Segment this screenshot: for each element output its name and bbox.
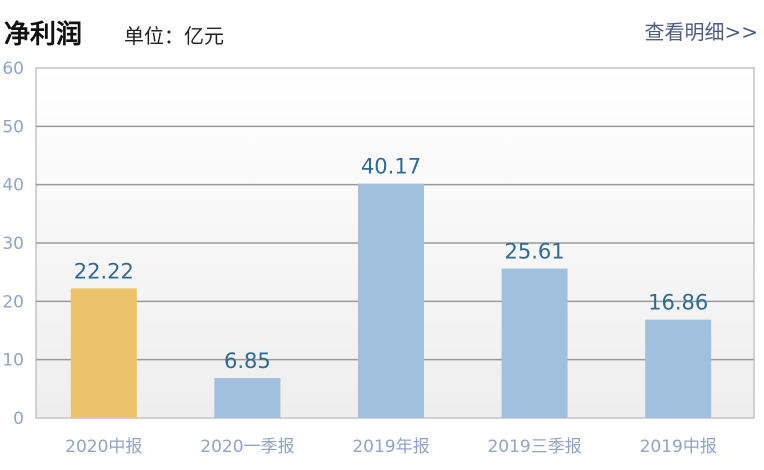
y-tick-label: 40 — [2, 176, 24, 196]
bar — [214, 378, 281, 418]
bar-value-label: 16.86 — [648, 291, 708, 315]
bar — [501, 268, 568, 418]
y-axis-ticks: 0 10 20 30 40 50 60 — [2, 59, 24, 429]
value-labels: 22.22 6.85 40.17 25.61 16.86 — [74, 155, 709, 373]
category-labels: 2020中报 2020一季报 2019年报 2019三季报 2019中报 — [65, 437, 717, 457]
chart-title: 净利润 — [4, 20, 83, 50]
y-tick-label: 10 — [2, 351, 24, 371]
y-tick-label: 20 — [2, 292, 24, 312]
y-tick-label: 50 — [2, 117, 24, 137]
bar-value-label: 40.17 — [361, 155, 421, 179]
bar — [645, 319, 712, 418]
x-category-label: 2019三季报 — [487, 437, 581, 457]
unit-label: 单位：亿元 — [124, 24, 224, 48]
y-tick-label: 60 — [2, 59, 24, 79]
x-category-label: 2020一季报 — [200, 437, 294, 457]
bar-value-label: 22.22 — [74, 259, 134, 283]
bar — [358, 183, 424, 418]
bars — [70, 183, 712, 418]
x-category-label: 2019年报 — [352, 437, 429, 457]
x-category-label: 2020中报 — [65, 437, 142, 457]
chart-header: 净利润 单位：亿元 查看明细>> — [0, 0, 764, 56]
y-tick-label: 0 — [13, 409, 24, 429]
view-details-link[interactable]: 查看明细>> — [644, 20, 758, 44]
y-tick-label: 30 — [2, 234, 24, 254]
bar-value-label: 25.61 — [505, 240, 565, 264]
bar-value-label: 6.85 — [224, 349, 271, 373]
bar — [70, 288, 137, 418]
x-category-label: 2019中报 — [640, 437, 717, 457]
